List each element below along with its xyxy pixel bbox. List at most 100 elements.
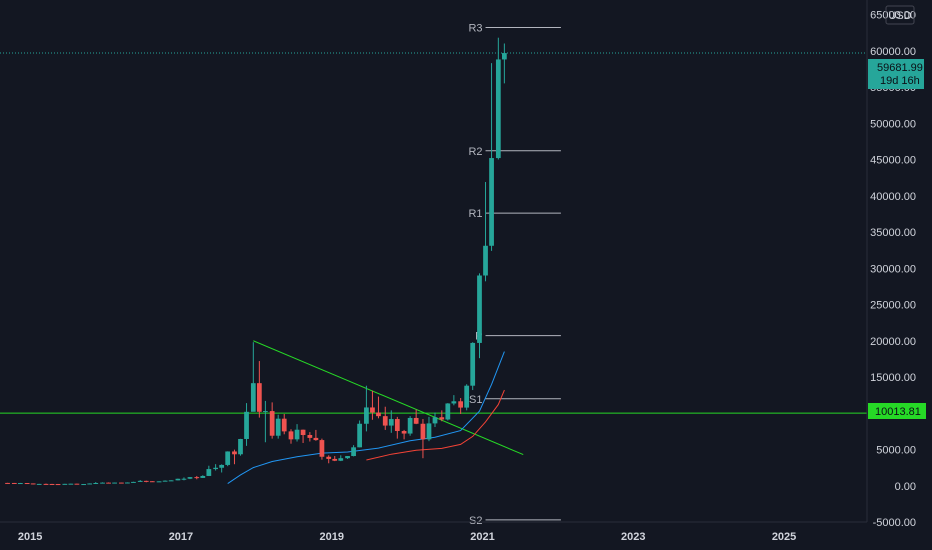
candle-body bbox=[388, 419, 394, 426]
candle bbox=[200, 475, 206, 478]
level-price-badge: 10013.81 bbox=[868, 403, 926, 419]
candle bbox=[36, 483, 42, 485]
candle-body bbox=[194, 477, 200, 479]
candle-body bbox=[319, 440, 325, 457]
candle-body bbox=[100, 482, 105, 484]
candle-body bbox=[256, 383, 262, 412]
candle-body bbox=[62, 483, 68, 485]
candle-body bbox=[49, 483, 55, 485]
candle bbox=[483, 181, 488, 282]
candle-body bbox=[143, 480, 149, 482]
x-tick-label: 2025 bbox=[772, 531, 796, 543]
candle bbox=[275, 414, 281, 439]
last-price-badge: 59681.99 19d 16h bbox=[868, 59, 924, 89]
candle-body bbox=[55, 484, 61, 486]
candle-body bbox=[81, 484, 87, 486]
candle-body bbox=[162, 480, 168, 482]
candle bbox=[143, 480, 149, 483]
y-tick-label: 35000.00 bbox=[870, 227, 916, 239]
candle bbox=[250, 342, 256, 412]
candle bbox=[232, 449, 237, 465]
candle bbox=[281, 413, 287, 435]
y-tick-label: 40000.00 bbox=[870, 191, 916, 203]
candle-body bbox=[225, 451, 231, 465]
candle-body bbox=[244, 411, 249, 439]
candle-body bbox=[213, 467, 218, 470]
x-tick-label: 2017 bbox=[169, 531, 193, 543]
candle bbox=[307, 432, 313, 442]
candle bbox=[168, 480, 174, 482]
pivot-label-r3: R3 bbox=[468, 23, 482, 35]
candle-body bbox=[489, 158, 494, 246]
candle bbox=[263, 400, 268, 443]
candle bbox=[55, 483, 61, 486]
candle bbox=[382, 406, 388, 430]
plot-area[interactable]: R3R2R1PS1S2 bbox=[0, 23, 867, 527]
candle bbox=[501, 43, 507, 84]
candle-body bbox=[382, 416, 388, 426]
currency-box bbox=[885, 5, 915, 25]
candle bbox=[407, 416, 413, 436]
currency-text: USD bbox=[888, 10, 911, 22]
candle-body bbox=[200, 475, 206, 478]
candle bbox=[269, 402, 275, 439]
candle-body bbox=[74, 483, 80, 485]
candle-body bbox=[451, 401, 457, 404]
candle-body bbox=[370, 407, 375, 413]
currency-label[interactable]: USD bbox=[885, 5, 915, 25]
y-tick-label: 5000.00 bbox=[876, 445, 916, 457]
y-tick-label: 30000.00 bbox=[870, 263, 916, 275]
candle-body bbox=[112, 482, 117, 484]
candle bbox=[74, 483, 80, 485]
candle-body bbox=[470, 342, 476, 386]
candle-body bbox=[332, 458, 338, 461]
candle bbox=[17, 482, 23, 485]
pivot-label-r1: R1 bbox=[468, 208, 482, 220]
candle-body bbox=[426, 423, 432, 440]
candle-body bbox=[168, 480, 174, 482]
candle bbox=[187, 476, 193, 480]
candle bbox=[244, 403, 249, 446]
candle-body bbox=[30, 483, 36, 485]
candle-body bbox=[17, 483, 23, 485]
candle bbox=[256, 361, 262, 418]
candle-body bbox=[300, 429, 306, 435]
candle bbox=[62, 483, 68, 485]
candle bbox=[30, 483, 36, 485]
candle bbox=[326, 455, 332, 464]
trendline bbox=[253, 340, 524, 456]
candle bbox=[413, 409, 419, 425]
candle-body bbox=[501, 53, 507, 60]
candle-body bbox=[275, 418, 281, 436]
candle-body bbox=[119, 482, 124, 484]
candle-body bbox=[93, 483, 99, 485]
x-axis[interactable]: 2015 2017 2019 2021 2023 2025 bbox=[18, 531, 796, 543]
candle-body bbox=[458, 401, 464, 408]
candle bbox=[213, 464, 218, 471]
candle-body bbox=[269, 411, 275, 436]
candle bbox=[401, 429, 407, 440]
candle bbox=[206, 465, 212, 477]
last-price-badge-bg bbox=[868, 59, 924, 89]
candle bbox=[388, 410, 394, 433]
candle-body bbox=[439, 417, 445, 420]
candle-body bbox=[364, 407, 369, 424]
candle-body bbox=[5, 482, 10, 484]
candle-body bbox=[43, 483, 49, 485]
candle-body bbox=[238, 438, 243, 455]
candle bbox=[357, 420, 362, 448]
y-tick-label: 50000.00 bbox=[870, 118, 916, 130]
candle-body bbox=[420, 423, 426, 440]
candle-body bbox=[413, 417, 419, 424]
candle bbox=[294, 424, 300, 442]
candle-body bbox=[181, 478, 187, 480]
candle-body bbox=[483, 245, 488, 276]
candle-body bbox=[232, 451, 237, 455]
candle-body bbox=[149, 481, 155, 483]
level-price-badge-bg bbox=[868, 403, 926, 419]
candle bbox=[81, 483, 87, 486]
candle bbox=[426, 416, 432, 442]
candle bbox=[137, 480, 143, 482]
